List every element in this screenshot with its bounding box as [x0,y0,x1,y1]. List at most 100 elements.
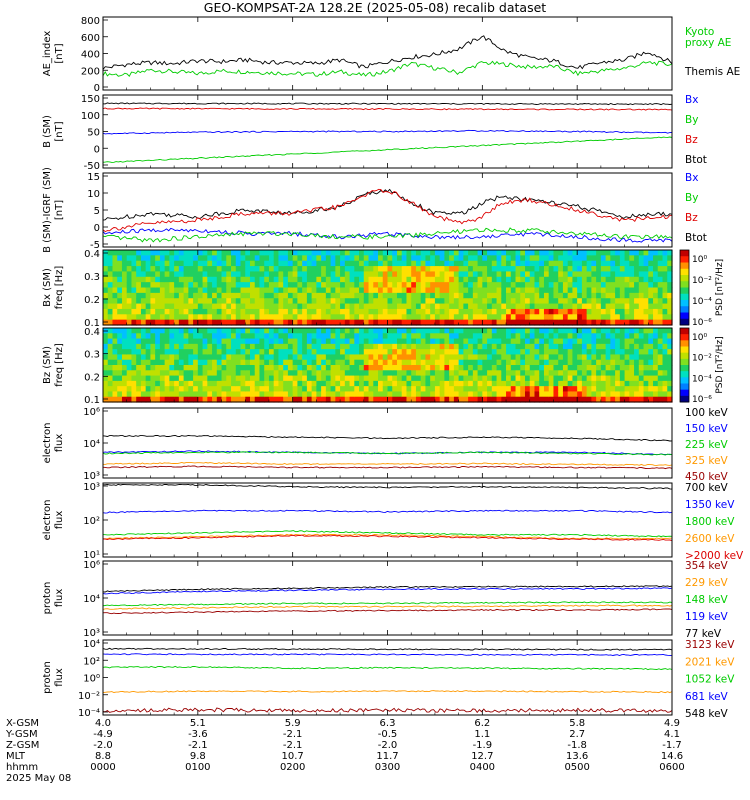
spectrogram-cell [624,349,630,356]
spectrogram-cell [212,314,218,321]
spectrogram-cell [605,282,611,289]
spectrogram-cell [297,375,303,382]
spectrogram-cell [268,271,275,278]
spectrogram-cell [136,391,142,398]
spectrogram-cell [387,359,393,366]
spectrogram-cell [387,343,393,350]
spectrogram-cell [553,375,559,382]
spectrogram-cell [525,386,531,393]
spectrogram-cell [126,354,133,361]
y-tick-label: 0.1 [84,395,100,406]
spectrogram-cell [178,303,185,310]
spectrogram-cell [591,386,597,393]
spectrogram-cell [164,292,170,299]
spectrogram-cell [344,386,351,393]
spectrogram-cell [401,271,408,278]
spectrogram-cell [396,298,403,305]
spectrogram-cell [653,303,659,310]
spectrogram-cell [591,365,597,371]
spectrogram-cell [226,354,232,361]
spectrogram-cell [107,266,114,273]
spectrogram-cell [387,396,393,403]
spectrogram-cell [591,250,597,256]
spectrogram-cell [653,282,659,289]
spectrogram-cell [444,250,450,256]
spectrogram-cell [207,365,213,371]
spectrogram-cell [302,276,308,283]
spectrogram-cell [231,303,237,310]
spectrogram-cell [368,386,374,393]
spectrogram-cell [302,298,308,305]
spectrogram-cell [297,365,303,371]
spectrogram-cell [216,359,223,366]
spectrogram-cell [415,271,422,278]
spectrogram-cell [643,250,649,256]
spectrogram-cell [249,303,256,310]
spectrogram-cell [401,380,408,387]
spectrogram-cell [667,287,673,294]
spectrogram-cell [572,396,578,403]
spectrogram-cell [212,276,218,283]
spectrogram-cell [245,396,251,403]
spectrogram-cell [344,292,351,299]
spectrogram-cell [425,260,431,267]
spectrogram-cell [117,375,123,382]
spectrogram-cell [349,328,355,334]
spectrogram-cell [506,375,512,382]
spectrogram-cell [515,298,521,305]
spectrogram-cell [415,255,422,262]
spectrogram-cell [231,298,237,305]
spectrogram-cell [330,308,336,315]
spectrogram-cell [302,380,308,387]
spectrogram-cell [411,314,417,321]
spectrogram-cell [586,333,592,340]
spectrogram-cell [121,375,128,382]
spectrogram-cell [653,250,659,256]
spectrogram-cell [278,333,284,340]
spectrogram-cell [657,260,664,267]
spectrogram-cell [596,292,602,299]
spectrogram-cell [335,391,341,398]
spectrogram-cell [373,354,379,361]
spectrogram-cell [491,333,498,340]
spectrogram-cell [487,354,493,361]
spectrogram-cell [420,380,427,387]
spectrogram-cell [321,282,327,289]
ephemeris-date: 2025 May 08 [6,773,71,784]
spectrogram-cell [629,266,635,273]
spectrogram-cell [553,338,559,345]
spectrogram-cell [439,266,445,273]
spectrogram-cell [321,276,327,283]
colorbar-label: PSD [nT²/Hz] [715,336,725,393]
spectrogram-cell [401,292,408,299]
spectrogram-cell [287,319,294,326]
ephemeris-value-x: 4.9 [664,718,680,729]
spectrogram-cell [145,391,152,398]
legend-entry: Bz [685,212,698,224]
spectrogram-cell [667,338,673,345]
spectrogram-cell [615,266,621,273]
spectrogram-cell [287,396,294,403]
spectrogram-cell [297,303,303,310]
spectrogram-cell [340,298,346,305]
spectrogram-cell [581,314,588,321]
spectrogram-cell [140,308,147,315]
spectrogram-cell [278,287,284,294]
spectrogram-cell [487,333,493,340]
spectrogram-cell [235,391,242,398]
spectrogram-cell [420,282,427,289]
spectrogram-cell [430,292,436,299]
spectrogram-cell [221,391,227,398]
spectrogram-cell [150,333,156,340]
spectrogram-cell [487,260,493,267]
spectrogram-cell [302,396,308,403]
spectrogram-cell [425,276,431,283]
spectrogram-cell [382,333,389,340]
spectrogram-cell [216,370,223,377]
spectrogram-cell [164,380,170,387]
spectrogram-cell [193,354,199,361]
colorbar-step [680,268,689,276]
spectrogram-cell [373,375,379,382]
spectrogram-cell [321,287,327,294]
